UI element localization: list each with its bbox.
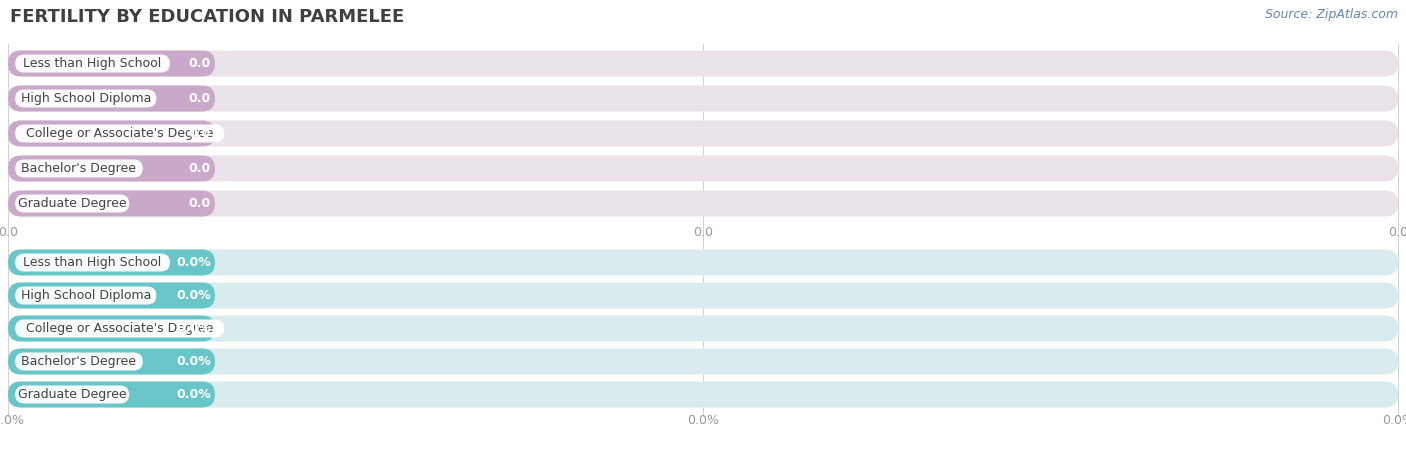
- FancyBboxPatch shape: [8, 249, 215, 276]
- Text: Bachelor's Degree: Bachelor's Degree: [21, 162, 136, 175]
- Text: High School Diploma: High School Diploma: [21, 289, 150, 302]
- FancyBboxPatch shape: [8, 190, 215, 217]
- Text: 0.0: 0.0: [188, 57, 211, 70]
- Text: Graduate Degree: Graduate Degree: [18, 197, 127, 210]
- FancyBboxPatch shape: [8, 120, 215, 147]
- Text: Graduate Degree: Graduate Degree: [18, 388, 127, 401]
- Text: 0.0: 0.0: [188, 197, 211, 210]
- Text: 0.0: 0.0: [0, 227, 18, 239]
- FancyBboxPatch shape: [8, 348, 215, 375]
- Text: Less than High School: Less than High School: [24, 57, 162, 70]
- Text: College or Associate's Degree: College or Associate's Degree: [27, 127, 214, 140]
- Text: 0.0: 0.0: [188, 127, 211, 140]
- Text: 0.0%: 0.0%: [176, 388, 211, 401]
- FancyBboxPatch shape: [8, 50, 1398, 77]
- Text: 0.0%: 0.0%: [176, 256, 211, 269]
- FancyBboxPatch shape: [15, 319, 225, 337]
- FancyBboxPatch shape: [8, 282, 1398, 308]
- FancyBboxPatch shape: [8, 249, 1398, 276]
- Text: 0.0%: 0.0%: [688, 415, 718, 427]
- FancyBboxPatch shape: [15, 159, 143, 178]
- FancyBboxPatch shape: [8, 316, 1398, 341]
- Text: Source: ZipAtlas.com: Source: ZipAtlas.com: [1265, 8, 1398, 21]
- Text: Bachelor's Degree: Bachelor's Degree: [21, 355, 136, 368]
- FancyBboxPatch shape: [8, 348, 1398, 375]
- FancyBboxPatch shape: [15, 353, 143, 370]
- FancyBboxPatch shape: [8, 86, 215, 111]
- Text: 0.0: 0.0: [1388, 227, 1406, 239]
- Text: 0.0%: 0.0%: [176, 289, 211, 302]
- FancyBboxPatch shape: [8, 282, 215, 308]
- FancyBboxPatch shape: [8, 381, 215, 407]
- Text: 0.0%: 0.0%: [1382, 415, 1406, 427]
- FancyBboxPatch shape: [15, 287, 156, 305]
- Text: Less than High School: Less than High School: [24, 256, 162, 269]
- Text: 0.0%: 0.0%: [176, 355, 211, 368]
- FancyBboxPatch shape: [15, 195, 129, 212]
- Text: 0.0%: 0.0%: [176, 322, 211, 335]
- Text: 0.0: 0.0: [188, 92, 211, 105]
- FancyBboxPatch shape: [8, 50, 215, 77]
- FancyBboxPatch shape: [15, 89, 156, 108]
- Text: FERTILITY BY EDUCATION IN PARMELEE: FERTILITY BY EDUCATION IN PARMELEE: [10, 8, 405, 26]
- FancyBboxPatch shape: [15, 54, 170, 72]
- FancyBboxPatch shape: [8, 381, 1398, 407]
- FancyBboxPatch shape: [8, 156, 215, 181]
- Text: College or Associate's Degree: College or Associate's Degree: [27, 322, 214, 335]
- Text: 0.0: 0.0: [693, 227, 713, 239]
- FancyBboxPatch shape: [15, 125, 225, 142]
- FancyBboxPatch shape: [8, 316, 215, 341]
- FancyBboxPatch shape: [8, 190, 1398, 217]
- FancyBboxPatch shape: [15, 386, 129, 404]
- Text: 0.0%: 0.0%: [0, 415, 24, 427]
- FancyBboxPatch shape: [8, 120, 1398, 147]
- Text: 0.0: 0.0: [188, 162, 211, 175]
- FancyBboxPatch shape: [8, 156, 1398, 181]
- FancyBboxPatch shape: [8, 86, 1398, 111]
- Text: High School Diploma: High School Diploma: [21, 92, 150, 105]
- FancyBboxPatch shape: [15, 254, 170, 271]
